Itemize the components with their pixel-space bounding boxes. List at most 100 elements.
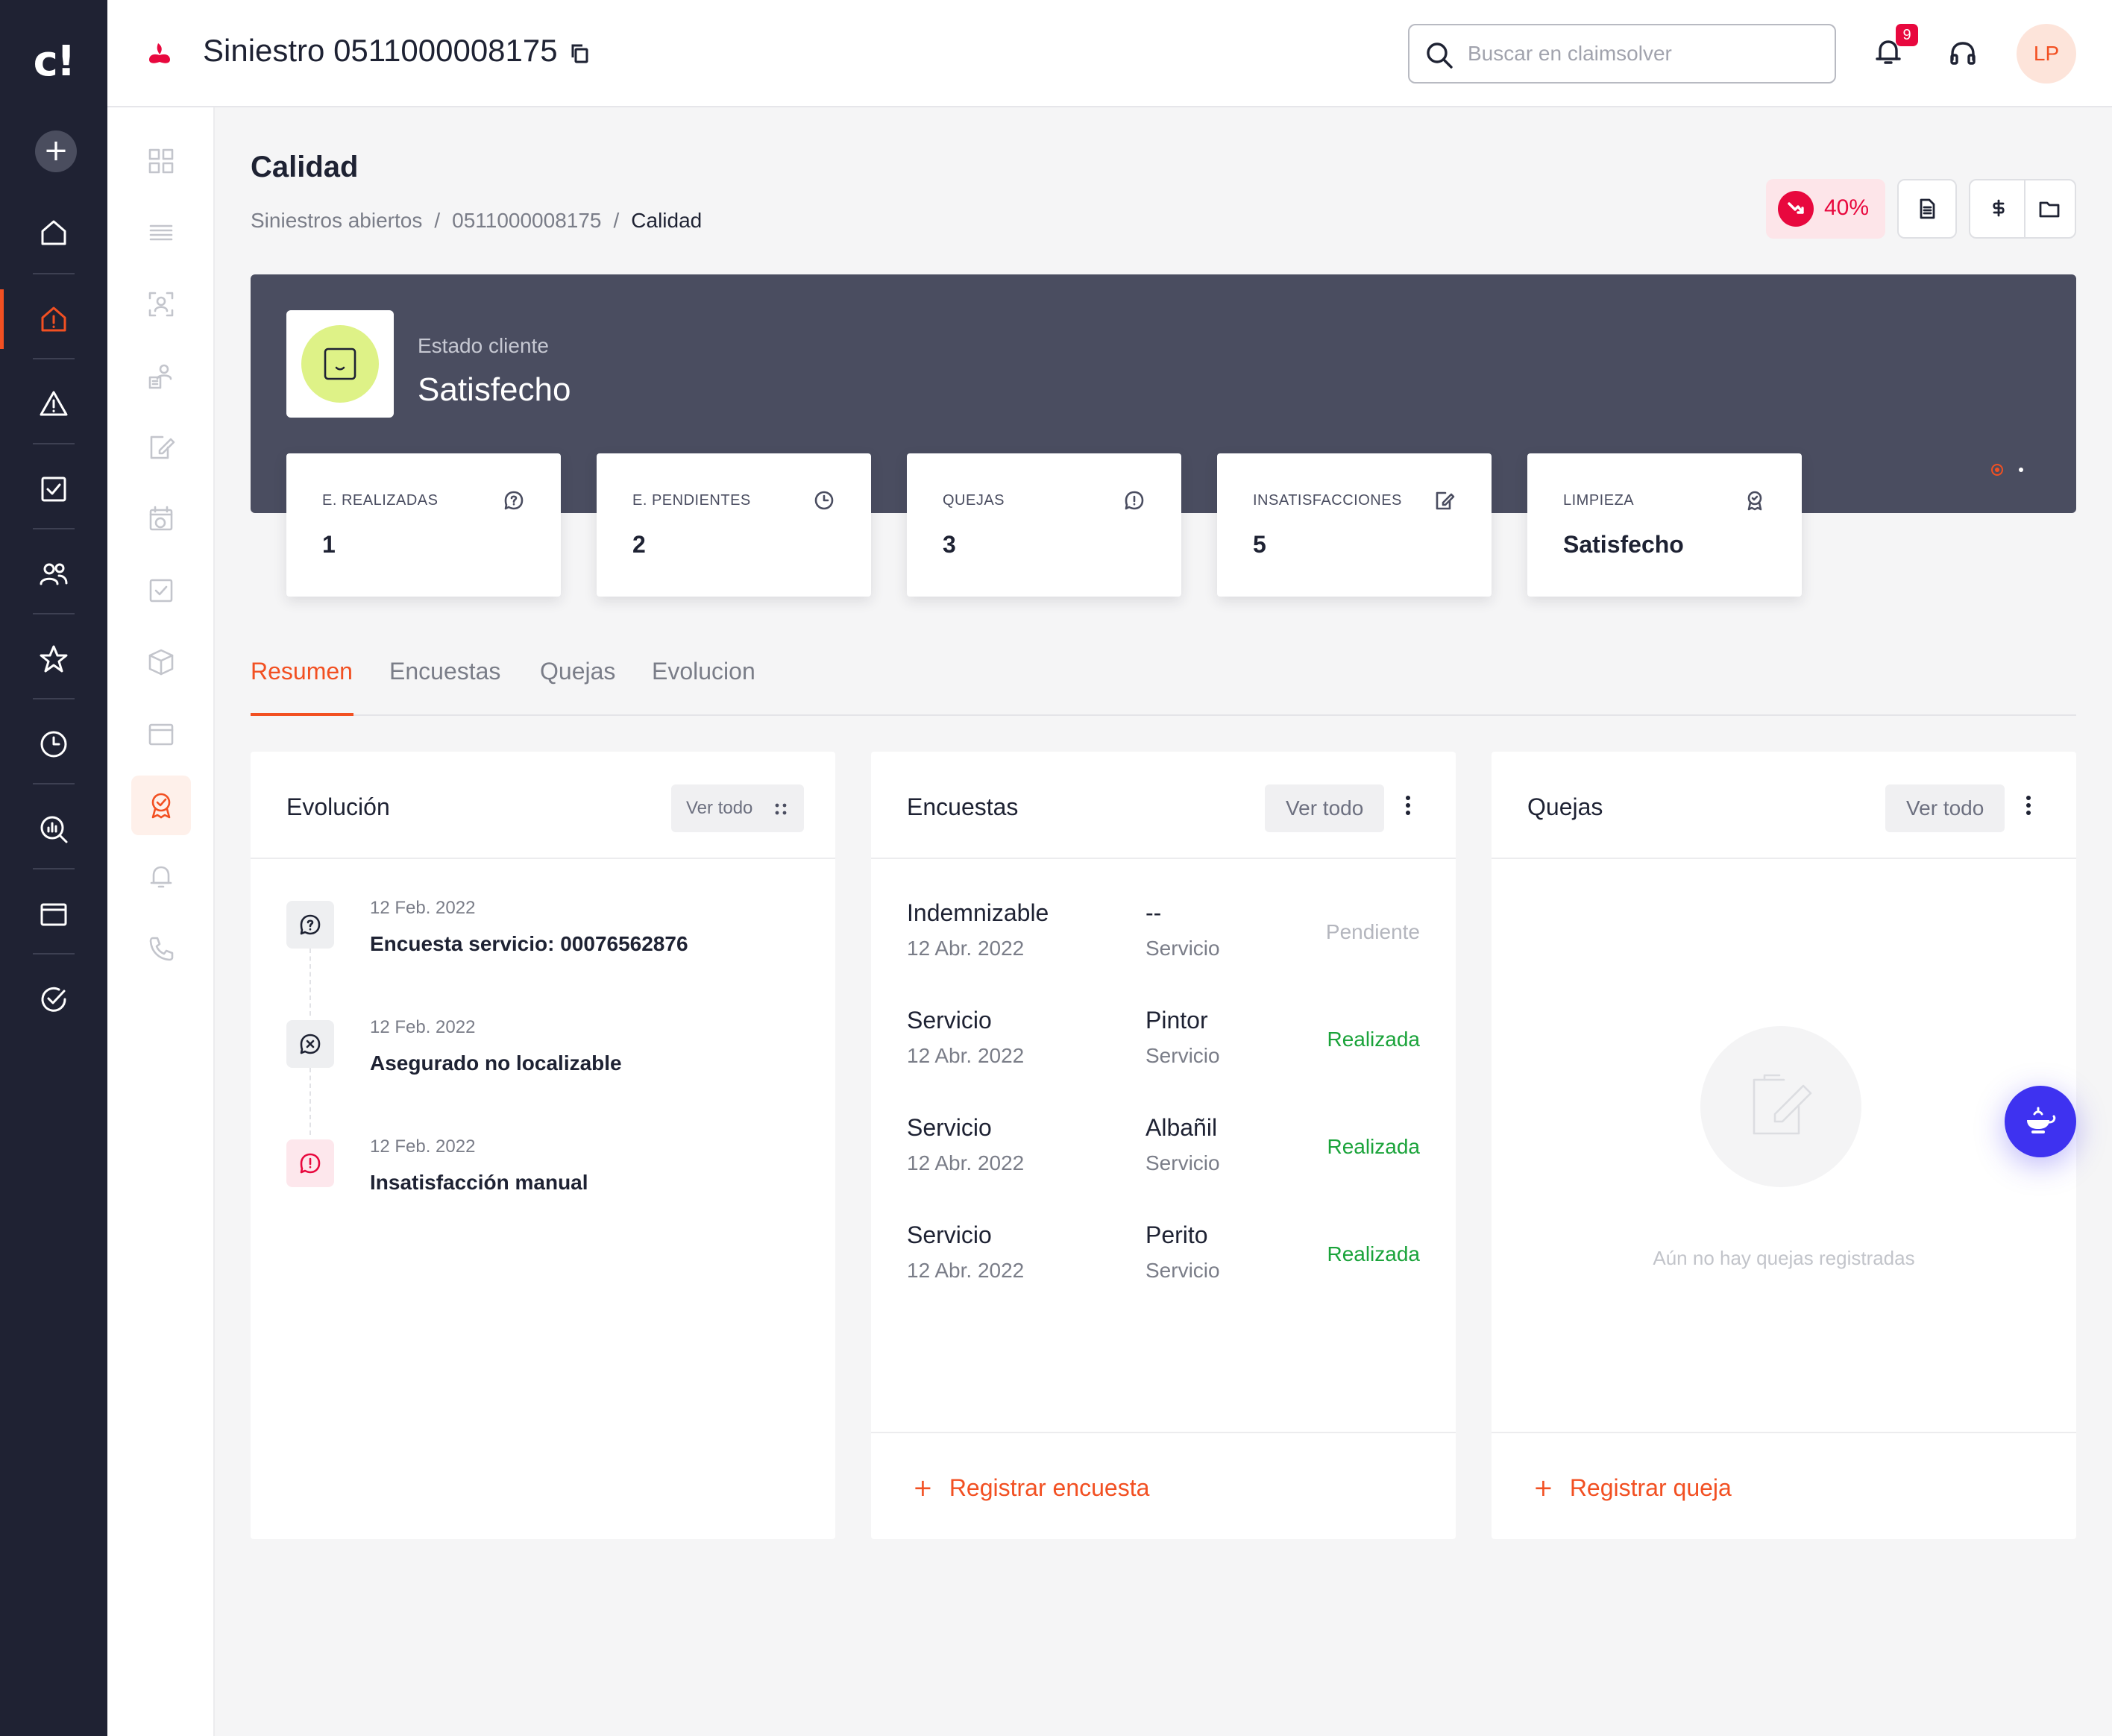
view-all-button[interactable]: Ver todo [1885, 784, 2005, 832]
support-button[interactable] [1946, 37, 1982, 73]
users-icon[interactable] [0, 544, 107, 604]
analytics-search-icon[interactable] [0, 799, 107, 859]
survey-type: Servicio [907, 1007, 992, 1034]
grid-icon[interactable] [131, 131, 191, 191]
edit-document-icon[interactable] [131, 418, 191, 477]
edit-document-icon [1753, 1074, 1812, 1135]
survey-type: Servicio [907, 1114, 992, 1141]
document-icon [1920, 198, 1935, 219]
register-survey-label: Registrar encuesta [949, 1474, 1150, 1501]
checkbox-icon[interactable] [131, 561, 191, 620]
timeline-text[interactable]: Asegurado no localizable [370, 1051, 622, 1075]
survey-provider: Albañil [1145, 1114, 1218, 1141]
active-tab-indicator [251, 713, 353, 716]
question-bubble-icon [504, 491, 524, 510]
card-header: Evolución Ver todo [251, 752, 835, 859]
notifications-button[interactable] [1872, 36, 1908, 72]
list-icon[interactable] [131, 203, 191, 262]
timeline-text[interactable]: Insatisfacción manual [370, 1171, 588, 1194]
task-check-icon[interactable] [0, 459, 107, 519]
report-button[interactable] [1897, 179, 1957, 239]
client-status-value: Satisfecho [418, 371, 571, 408]
window-icon[interactable] [0, 884, 107, 944]
breadcrumb: Siniestros abiertos/0511000008175/Calida… [251, 209, 703, 232]
trend-down-icon [1778, 191, 1814, 227]
plus-icon: + [1533, 1474, 1553, 1502]
currency-icon[interactable] [1987, 197, 2011, 221]
card-header: Encuestas Ver todo [871, 752, 1456, 859]
rail-divider [33, 528, 75, 529]
search-input[interactable] [1468, 37, 1818, 70]
survey-status: Realizada [1327, 1135, 1420, 1158]
assistant-button[interactable] [2005, 1086, 2076, 1157]
award-icon[interactable] [131, 776, 191, 835]
survey-date: 12 Abr. 2022 [907, 937, 1025, 960]
primary-rail: c! + [0, 0, 107, 1736]
carousel-dots[interactable] [1990, 462, 2034, 477]
rail-divider [33, 613, 75, 614]
insurer-logo-icon [149, 43, 170, 63]
view-all-button[interactable]: Ver todo [671, 784, 805, 832]
calendar-clock-icon[interactable] [131, 489, 191, 549]
rail-divider [33, 868, 75, 869]
claim-title: Siniestro 0511000008175 [203, 33, 558, 68]
bell-icon [1876, 40, 1901, 64]
survey-type: Indemnizable [907, 899, 1049, 926]
scan-user-icon[interactable] [131, 274, 191, 334]
breadcrumb-item[interactable]: 0511000008175 [452, 209, 602, 232]
app-logo[interactable]: c! [33, 37, 76, 86]
phone-icon[interactable] [131, 919, 191, 978]
more-options-icon[interactable] [1404, 793, 1412, 817]
card-title: Encuestas [907, 793, 1019, 820]
home-icon[interactable] [0, 203, 107, 262]
check-circle-icon[interactable] [0, 969, 107, 1029]
timeline-item-icon [286, 1139, 334, 1187]
building-user-icon[interactable] [131, 346, 191, 406]
register-survey-button[interactable]: + Registrar encuesta [913, 1474, 1149, 1502]
top-bar: Siniestro 0511000008175 9 LP [107, 0, 2112, 107]
browser-icon[interactable] [131, 704, 191, 764]
folder-icon[interactable] [2037, 197, 2061, 221]
metric-label: INSATISFACCIONES [1253, 492, 1402, 509]
tab-resumen[interactable]: Resumen [251, 658, 353, 685]
breadcrumb-item[interactable]: Siniestros abiertos [251, 209, 423, 232]
timeline-date: 12 Feb. 2022 [370, 1017, 476, 1037]
button-divider [2024, 180, 2025, 237]
card-footer: + Registrar queja [1492, 1432, 2076, 1539]
timeline-text[interactable]: Encuesta servicio: 00076562876 [370, 932, 688, 955]
metric-card-quejas: QUEJAS 3 [907, 453, 1181, 597]
warning-icon[interactable] [0, 374, 107, 434]
view-all-button[interactable]: Ver todo [1265, 784, 1385, 832]
more-options-icon[interactable] [2024, 793, 2033, 817]
card-title: Quejas [1527, 793, 1603, 820]
copy-icon[interactable] [568, 42, 592, 66]
tab-quejas[interactable]: Quejas [540, 658, 616, 685]
timeline-connector [309, 1068, 311, 1135]
secondary-rail [107, 107, 215, 1736]
survey-provider-type: Servicio [1145, 1151, 1220, 1174]
survey-date: 12 Abr. 2022 [907, 1259, 1025, 1282]
survey-provider-type: Servicio [1145, 1044, 1220, 1067]
bell-icon[interactable] [131, 847, 191, 907]
rail-divider [33, 698, 75, 699]
metric-card-pendientes: E. PENDIENTES 2 [597, 453, 871, 597]
breadcrumb-current: Calidad [631, 209, 703, 232]
alert-bubble-icon [300, 1153, 321, 1174]
tab-encuestas[interactable]: Encuestas [389, 658, 501, 685]
register-complaint-button[interactable]: + Registrar queja [1533, 1474, 1732, 1502]
box-icon[interactable] [131, 632, 191, 692]
headset-icon [1950, 42, 1976, 65]
metric-label: E. REALIZADAS [322, 492, 439, 509]
search-box[interactable] [1408, 24, 1836, 84]
notification-badge: 9 [1896, 24, 1918, 46]
user-avatar[interactable]: LP [2017, 24, 2076, 84]
metric-label: QUEJAS [943, 492, 1005, 509]
client-status-label: Estado cliente [418, 334, 549, 357]
claim-alert-icon[interactable] [0, 289, 107, 349]
star-icon[interactable] [0, 629, 107, 689]
timeline-connector [309, 949, 311, 1016]
tab-evolucion[interactable]: Evolucion [652, 658, 755, 685]
edit-document-icon [1436, 491, 1455, 510]
clock-icon[interactable] [0, 714, 107, 774]
create-button[interactable]: + [35, 130, 77, 172]
